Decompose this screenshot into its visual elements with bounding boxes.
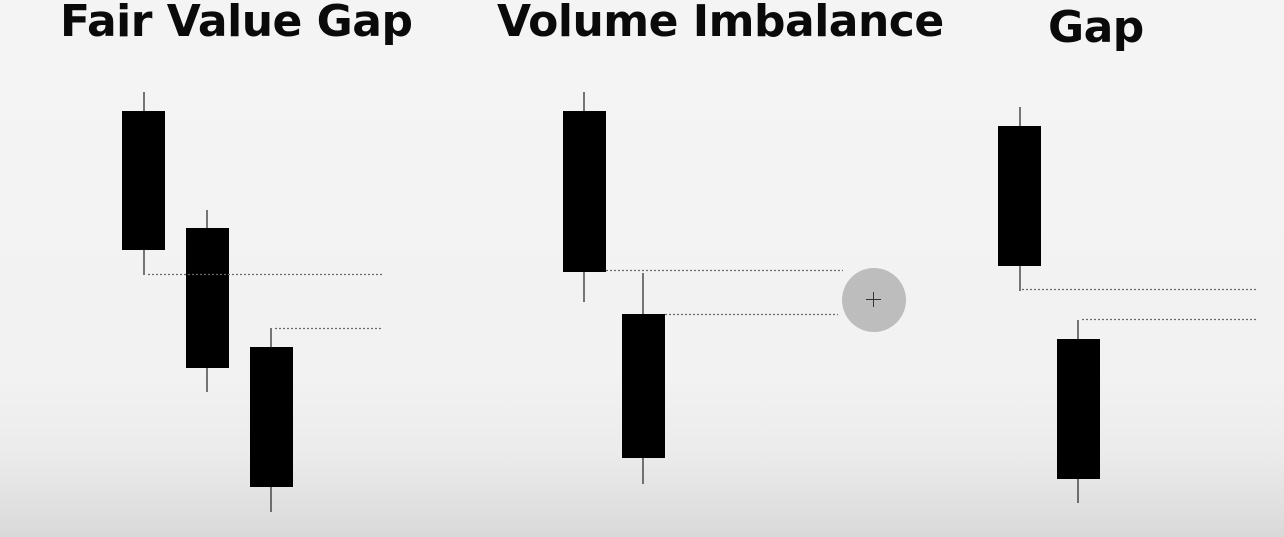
candle-1-body <box>998 126 1041 266</box>
fair-value-gap-panel <box>122 92 383 512</box>
candle-3-body <box>250 347 293 487</box>
gap-panel <box>998 107 1258 503</box>
crosshair-icon-vertical <box>873 292 874 307</box>
candle-1-body <box>563 111 606 272</box>
fair-value-gap-title: Fair Value Gap <box>60 0 413 47</box>
volume-imbalance-panel <box>563 92 843 484</box>
volume-imbalance-title: Volume Imbalance <box>497 0 944 47</box>
candle-1-body <box>122 111 165 250</box>
candle-2-body <box>622 314 665 458</box>
candle-2-body <box>186 228 229 368</box>
gap-title: Gap <box>1048 2 1144 53</box>
cursor-crosshair-indicator <box>842 268 906 332</box>
candle-2-body <box>1057 339 1100 479</box>
